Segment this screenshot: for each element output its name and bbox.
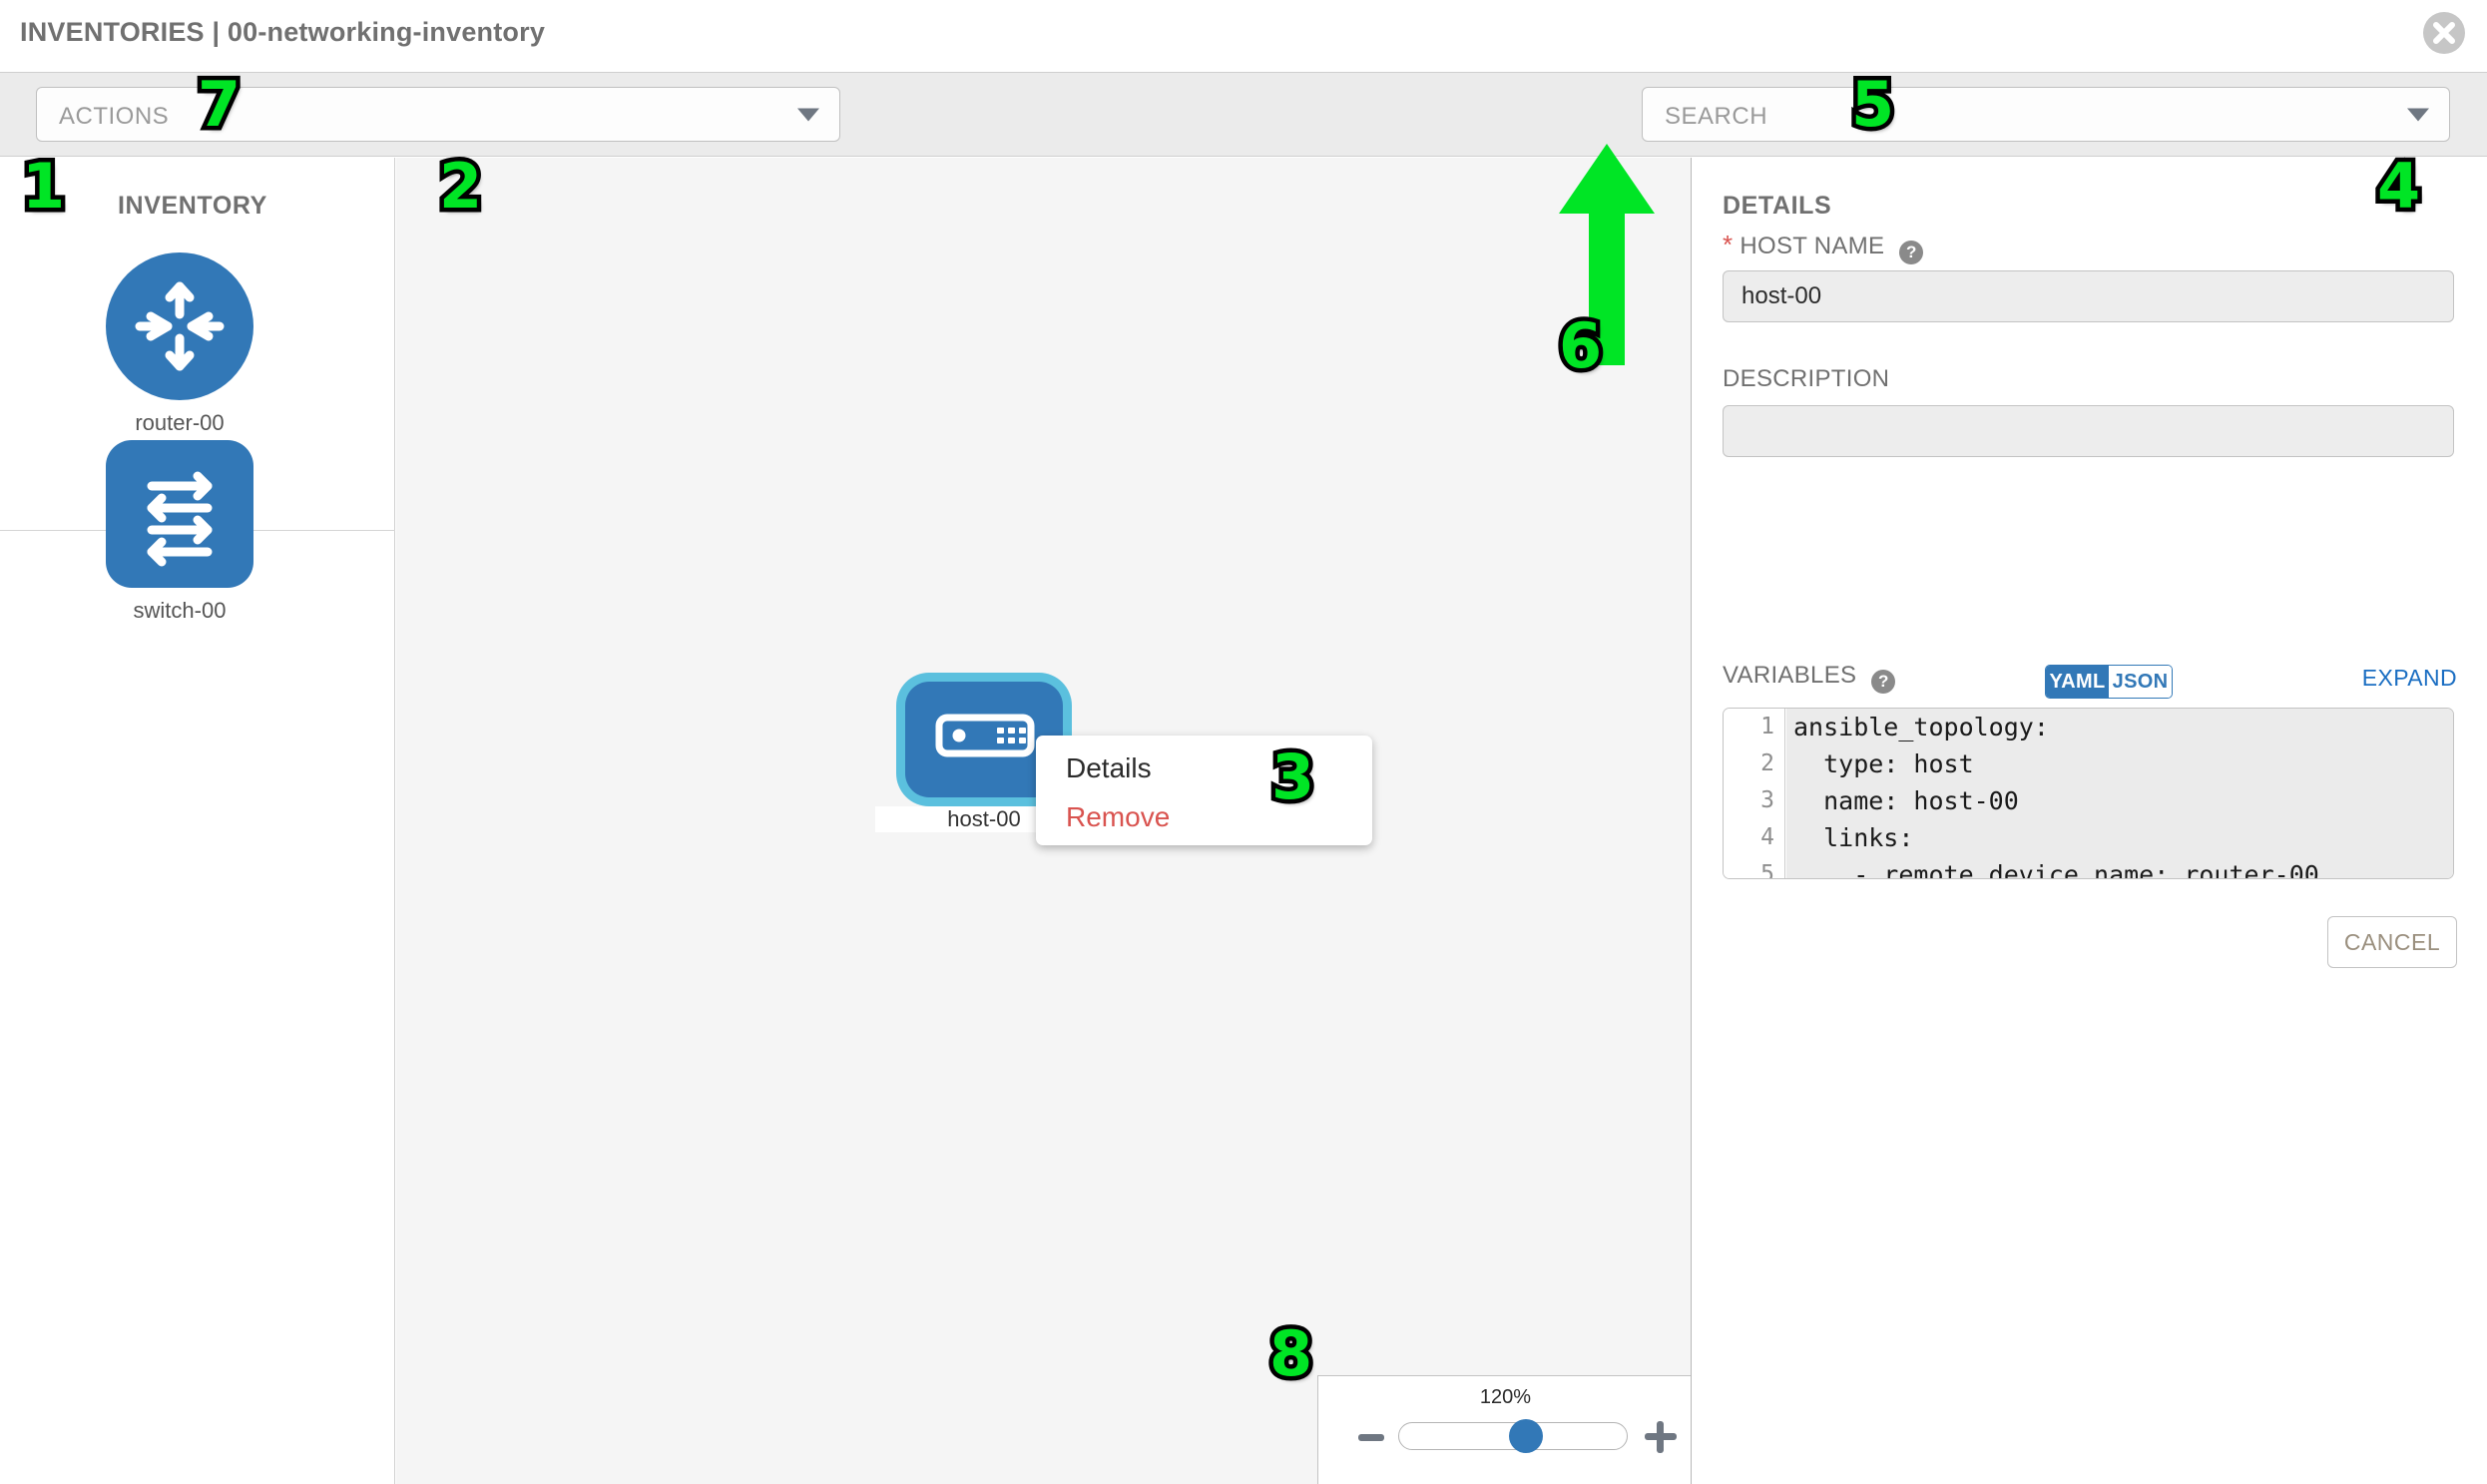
line-number: 4 [1760, 824, 1774, 850]
sidebar-item-label: switch-00 [133, 598, 227, 623]
cancel-button[interactable]: CANCEL [2327, 916, 2457, 968]
inventory-heading: INVENTORY [118, 192, 267, 220]
sidebar-item-router-00[interactable]: router-00 [106, 252, 253, 435]
window-titlebar: INVENTORIES | 00-networking-inventory [0, 0, 2487, 72]
required-marker: * [1723, 230, 1734, 259]
line-number: 1 [1760, 714, 1774, 740]
inventory-sidebar: INVENTORY router-00 [0, 158, 395, 1484]
line-number: 2 [1760, 750, 1774, 776]
search-placeholder: SEARCH [1665, 103, 1768, 130]
page-title: INVENTORIES | 00-networking-inventory [20, 17, 546, 47]
help-icon[interactable]: ? [1871, 670, 1896, 694]
variables-format-toggle[interactable]: YAML JSON [2045, 665, 2173, 699]
actions-dropdown-label: ACTIONS [59, 103, 170, 130]
switch-icon [106, 440, 253, 588]
zoom-control: 120% [1317, 1375, 1691, 1484]
details-heading: DETAILS [1723, 192, 1832, 220]
host-name-field[interactable]: host-00 [1723, 270, 2454, 322]
code-line: type: host [1793, 749, 1974, 778]
chevron-down-icon [797, 108, 819, 121]
actions-dropdown[interactable]: ACTIONS [36, 87, 840, 142]
router-icon [106, 252, 253, 400]
host-name-label: * HOST NAME ? [1723, 230, 1924, 264]
context-menu-item-details[interactable]: Details [1066, 752, 1152, 783]
format-option-json[interactable]: JSON [2109, 666, 2172, 698]
expand-link[interactable]: EXPAND [2361, 665, 2457, 691]
node-context-menu: Details Remove [1036, 736, 1372, 845]
line-number: 3 [1760, 787, 1774, 813]
close-icon[interactable] [2423, 12, 2465, 54]
zoom-slider-thumb[interactable] [1509, 1419, 1543, 1453]
variables-label: VARIABLES ? [1723, 662, 1896, 694]
chevron-down-icon[interactable] [2407, 108, 2429, 121]
sidebar-item-label: router-00 [135, 410, 225, 435]
search-input[interactable]: SEARCH [1642, 87, 2450, 142]
format-option-yaml[interactable]: YAML [2046, 666, 2109, 698]
zoom-out-button[interactable] [1358, 1434, 1384, 1441]
code-line: ansible_topology: [1793, 713, 2049, 742]
variables-editor[interactable]: 1 2 3 4 5 6 7 ansible_topology: type: ho… [1723, 708, 2454, 879]
toolbar: ACTIONS SEARCH [0, 72, 2487, 213]
editor-line-numbers: 1 2 3 4 5 6 7 [1724, 709, 1785, 878]
code-line: - remote_device_name: router-00 [1793, 860, 2319, 879]
context-menu-item-remove[interactable]: Remove [1066, 801, 1171, 832]
sidebar-item-switch-00[interactable]: switch-00 [106, 440, 253, 623]
host-name-label-text: HOST NAME [1740, 233, 1885, 259]
help-icon[interactable]: ? [1899, 241, 1924, 264]
code-line: links: [1793, 823, 1914, 852]
zoom-in-button[interactable] [1645, 1421, 1677, 1453]
details-panel: DETAILS * HOST NAME ? host-00 DESCRIPTIO… [1693, 158, 2487, 1484]
variables-label-text: VARIABLES [1723, 662, 1857, 689]
code-line: name: host-00 [1793, 786, 2019, 815]
line-number: 5 [1760, 861, 1774, 879]
editor-content[interactable]: ansible_topology: type: host name: host-… [1786, 709, 2453, 878]
description-label: DESCRIPTION [1723, 365, 1890, 392]
description-field[interactable] [1723, 405, 2454, 457]
zoom-level-value: 120% [1479, 1386, 1532, 1408]
